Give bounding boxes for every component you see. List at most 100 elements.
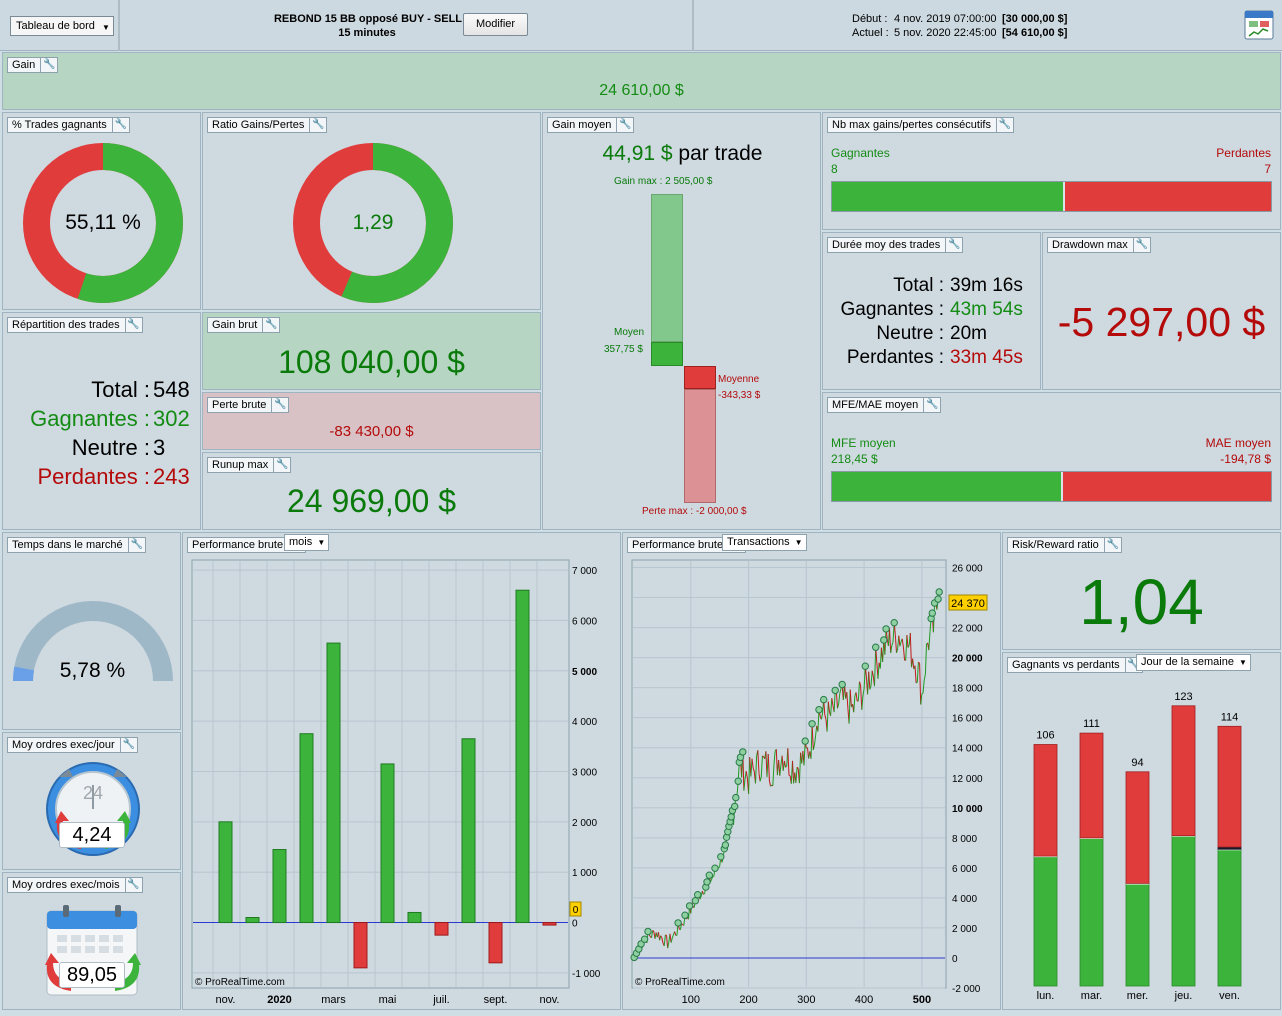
- new-high-marker: [928, 609, 936, 617]
- wrench-icon[interactable]: 🔧: [923, 397, 940, 413]
- equity-segment: [901, 638, 904, 648]
- consec-win-value: 8: [831, 162, 838, 176]
- equity-segment: [848, 689, 851, 724]
- wrench-icon[interactable]: 🔧: [945, 237, 962, 253]
- mfe-mae-bar: [831, 471, 1272, 502]
- equity-segment: [909, 632, 912, 668]
- perf-trades-chart: -2 000 0 2 000 4 000 6 000 8 000 10 000 12 000 1…: [630, 559, 988, 1006]
- avg-label: Moyen: [614, 327, 645, 338]
- wrench-icon[interactable]: 🔧: [119, 737, 137, 753]
- equity-segment: [760, 755, 763, 777]
- bar: [218, 821, 233, 924]
- avg-value: 357,75 $: [604, 344, 643, 355]
- wrench-icon[interactable]: 🔧: [111, 117, 129, 133]
- equity-segment: [795, 767, 798, 783]
- mfe-label: MFE moyen: [831, 436, 896, 450]
- panel-title-label: Performance brute: [632, 539, 724, 551]
- new-high-marker: [703, 878, 711, 886]
- x-tick-label: mai: [379, 994, 397, 1006]
- wrench-icon[interactable]: 🔧: [1103, 537, 1121, 553]
- equity-segment: [839, 688, 842, 694]
- wrench-icon[interactable]: 🔧: [995, 117, 1013, 133]
- dashboard-dropdown[interactable]: Tableau de bord ▼: [10, 16, 114, 36]
- wrench-icon[interactable]: 🔧: [271, 397, 288, 413]
- equity-segment: [812, 745, 815, 751]
- zero-tag-label: 0: [573, 905, 579, 916]
- rep-neutral-label: Neutre :: [71, 435, 150, 460]
- equity-segment: [775, 749, 778, 776]
- mae-label: MAE moyen: [1205, 436, 1271, 450]
- modify-button[interactable]: Modifier: [463, 13, 528, 36]
- equity-segment: [857, 681, 860, 702]
- equity-segment: [861, 694, 864, 710]
- panel-title-label: Gain moyen: [552, 119, 612, 131]
- equity-segment: [762, 755, 764, 758]
- wrench-icon[interactable]: 🔧: [309, 117, 326, 133]
- wrench-icon[interactable]: 🔧: [262, 317, 279, 333]
- equity-segment: [824, 714, 827, 720]
- equity-segment: [681, 923, 684, 926]
- duration-neutral-value: 20m: [950, 323, 987, 344]
- equity-segment: [891, 641, 894, 646]
- orders-day-panel: Moy ordres exec/jour 🔧 24 4,24: [2, 732, 181, 870]
- wrench-icon[interactable]: 🔧: [616, 117, 633, 133]
- weekday-selector[interactable]: Jour de la semaine ▼: [1136, 654, 1251, 671]
- new-high-marker: [691, 897, 700, 905]
- equity-segment: [915, 681, 918, 684]
- duration-loss-label: Perdantes :: [846, 347, 944, 368]
- runup-value: 24 969,00 $: [286, 483, 457, 519]
- equity-segment: [661, 937, 664, 944]
- weekday-chart: 106 lun. 111 mar. 94 mer. 123 jeu. 114 ven.: [1033, 691, 1242, 1002]
- wrench-icon[interactable]: 🔧: [40, 57, 57, 73]
- duration-neutral-label: Neutre :: [876, 323, 944, 344]
- panel-title: Durée moy des trades 🔧: [827, 237, 964, 253]
- zero-tag: [569, 901, 582, 917]
- equity-segment: [811, 723, 814, 750]
- wrench-icon[interactable]: 🔧: [127, 537, 145, 553]
- new-high-marker: [731, 802, 739, 811]
- avg-gain-value: 44,91 $: [602, 142, 673, 165]
- wrench-icon[interactable]: 🔧: [273, 457, 290, 473]
- x-tick-label: 300: [797, 994, 815, 1006]
- equity-segment: [827, 701, 830, 712]
- y-tick-label: 6 000: [572, 616, 597, 627]
- wrench-icon[interactable]: 🔧: [1132, 237, 1150, 253]
- panel-title-label: Gain: [12, 59, 36, 71]
- trades-selector[interactable]: Transactions ▼: [722, 534, 807, 551]
- wrench-icon[interactable]: 🔧: [124, 877, 142, 893]
- x-tick-label: nov.: [540, 994, 560, 1006]
- period-selector[interactable]: mois ▼: [284, 534, 330, 551]
- equity-segment: [916, 662, 919, 683]
- y-tick-label: 0: [952, 954, 958, 965]
- ratio-panel: Ratio Gains/Pertes 🔧 1,29: [202, 112, 541, 310]
- equity-segment: [869, 685, 872, 690]
- mfe-mae-panel: MFE/MAE moyen 🔧 MFE moyen 218,45 $ MAE mo…: [822, 392, 1281, 530]
- x-tick-label: mars: [321, 994, 346, 1006]
- panel-title: MFE/MAE moyen 🔧: [827, 397, 942, 413]
- y-tick-label: 2 000: [572, 818, 597, 829]
- equity-segment: [750, 758, 753, 777]
- weekday-bar-segment: [1079, 732, 1104, 839]
- gross-gain-panel: Gain brut 🔧 108 040,00 $: [202, 312, 541, 390]
- wrench-icon[interactable]: 🔧: [124, 317, 142, 333]
- equity-segment: [757, 750, 760, 774]
- avg-gain-suffix: par trade: [678, 142, 763, 165]
- bar: [299, 733, 314, 924]
- start-capital: [30 000,00 $]: [1002, 13, 1068, 25]
- panel-title-label: Nb max gains/pertes consécutifs: [832, 119, 991, 131]
- start-value: 4 nov. 2019 07:00:00: [894, 13, 997, 25]
- new-high-marker: [711, 864, 719, 872]
- equity-segment: [899, 641, 902, 647]
- equity-segment: [902, 647, 906, 661]
- win-pct-donut: [23, 143, 183, 303]
- wrench-icon[interactable]: 🔧: [1124, 657, 1142, 673]
- report-icon[interactable]: [1244, 10, 1274, 40]
- equity-segment: [772, 764, 775, 786]
- new-high-marker: [734, 777, 742, 785]
- equity-segment: [657, 932, 661, 941]
- new-high-marker: [739, 748, 747, 756]
- y-tick-label: 4 000: [952, 894, 977, 905]
- equity-segment: [859, 681, 862, 686]
- ratio-value: 1,29: [352, 211, 394, 234]
- equity-segment: [863, 666, 866, 689]
